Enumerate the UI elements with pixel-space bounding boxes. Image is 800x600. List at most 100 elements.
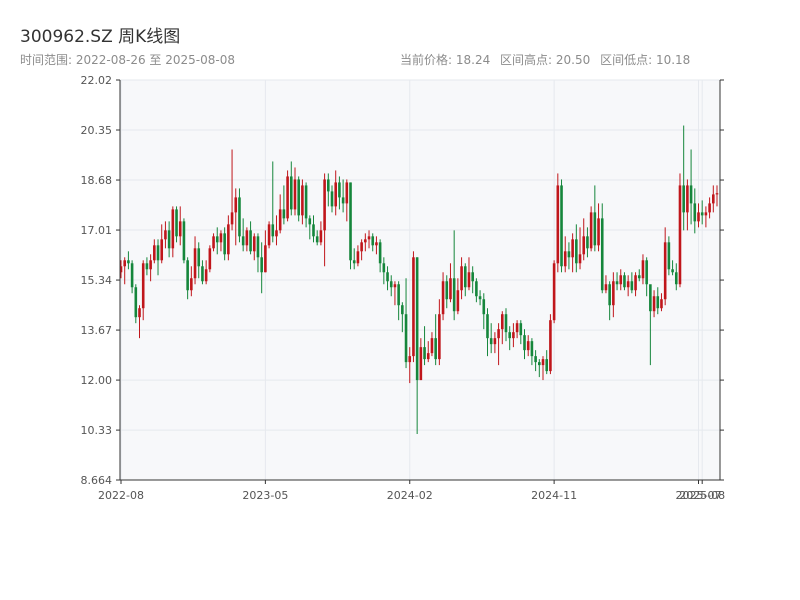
candle bbox=[375, 236, 378, 255]
candle-body bbox=[241, 236, 245, 246]
candle bbox=[471, 266, 474, 294]
candle bbox=[700, 200, 704, 225]
candle-body bbox=[515, 323, 519, 333]
candle-body bbox=[190, 278, 193, 291]
candle-body bbox=[593, 212, 597, 246]
candle bbox=[186, 257, 189, 300]
candle-body bbox=[393, 284, 397, 288]
candle-body bbox=[312, 224, 315, 237]
candle-body bbox=[456, 290, 460, 312]
candle-body bbox=[334, 182, 338, 207]
candle bbox=[575, 224, 578, 273]
candle bbox=[301, 179, 304, 225]
y-tick-label: 15.34 bbox=[81, 274, 113, 287]
candle-body bbox=[275, 230, 278, 237]
candle bbox=[138, 305, 141, 339]
candle-body bbox=[134, 287, 138, 318]
candle bbox=[356, 245, 360, 267]
candle-body bbox=[382, 263, 386, 273]
candle bbox=[467, 257, 471, 291]
candle-body bbox=[138, 308, 141, 318]
y-tick-label: 22.02 bbox=[81, 74, 113, 87]
axes: 22.02 20.35 18.68 17.01 15.34 13.67 12.00 10.33… bbox=[81, 74, 726, 502]
candle-body bbox=[678, 185, 682, 285]
candle bbox=[397, 281, 400, 321]
candle-body bbox=[297, 179, 300, 216]
candle-body bbox=[704, 212, 708, 216]
candle bbox=[130, 260, 134, 294]
candle bbox=[293, 167, 297, 216]
candle bbox=[623, 272, 626, 291]
candle bbox=[119, 260, 123, 279]
candle-body bbox=[671, 269, 674, 273]
candle-body bbox=[119, 266, 123, 273]
candle-body bbox=[697, 212, 700, 222]
candle-body bbox=[715, 193, 719, 195]
candle-body bbox=[389, 281, 393, 288]
candle bbox=[260, 242, 263, 294]
candle-body bbox=[630, 281, 634, 291]
candle-body bbox=[663, 242, 667, 300]
candle-body bbox=[208, 248, 212, 270]
candle bbox=[264, 230, 267, 273]
candle-body bbox=[652, 296, 656, 312]
candle-body bbox=[345, 182, 349, 204]
candle bbox=[175, 206, 178, 243]
candle bbox=[463, 263, 467, 297]
candle bbox=[127, 251, 130, 270]
candle bbox=[297, 176, 300, 222]
candle bbox=[341, 179, 345, 213]
candle bbox=[689, 149, 693, 225]
candle-body bbox=[600, 218, 604, 291]
candle-body bbox=[708, 203, 711, 213]
candle bbox=[704, 206, 708, 228]
range-high-label: 区间高点: 20.50 bbox=[500, 53, 591, 67]
grid-lines bbox=[120, 79, 720, 481]
candle-body bbox=[130, 263, 134, 288]
candle bbox=[545, 350, 549, 375]
candle bbox=[415, 257, 419, 434]
candle-body bbox=[341, 197, 345, 204]
candle bbox=[149, 254, 152, 282]
candle-body bbox=[230, 212, 234, 225]
candle-body bbox=[364, 239, 367, 243]
candle-body bbox=[127, 260, 130, 264]
candle bbox=[608, 281, 611, 321]
candle-body bbox=[478, 296, 482, 300]
candle-body bbox=[356, 251, 360, 264]
candle bbox=[715, 185, 719, 207]
candle bbox=[171, 206, 175, 258]
candle bbox=[289, 161, 293, 216]
candle-body bbox=[438, 314, 441, 360]
candle-body bbox=[582, 236, 586, 255]
candle-body bbox=[641, 260, 645, 279]
candle bbox=[649, 284, 652, 366]
candle bbox=[504, 308, 508, 342]
candle bbox=[686, 179, 689, 231]
candle bbox=[319, 221, 323, 246]
candle-body bbox=[234, 197, 238, 213]
candle-body bbox=[308, 218, 312, 225]
candle-body bbox=[271, 224, 275, 237]
candle bbox=[334, 170, 338, 216]
candle bbox=[508, 326, 511, 351]
y-tick-label: 17.01 bbox=[81, 224, 113, 237]
candle bbox=[645, 257, 648, 297]
candle-body bbox=[549, 320, 552, 372]
candle bbox=[697, 203, 700, 228]
candle-body bbox=[500, 314, 504, 330]
candle-body bbox=[637, 275, 641, 279]
candle-body bbox=[541, 359, 545, 366]
candle-body bbox=[367, 236, 371, 240]
candle-body bbox=[227, 224, 230, 255]
candle-body bbox=[238, 197, 241, 237]
candle-body bbox=[267, 224, 271, 246]
candle-body bbox=[571, 239, 574, 258]
candle-body bbox=[212, 236, 215, 249]
candle-body bbox=[686, 185, 689, 213]
candle bbox=[252, 233, 256, 261]
candle-body bbox=[164, 230, 167, 240]
candle bbox=[182, 218, 186, 264]
candle-body bbox=[578, 254, 582, 264]
candle-body bbox=[682, 185, 685, 213]
